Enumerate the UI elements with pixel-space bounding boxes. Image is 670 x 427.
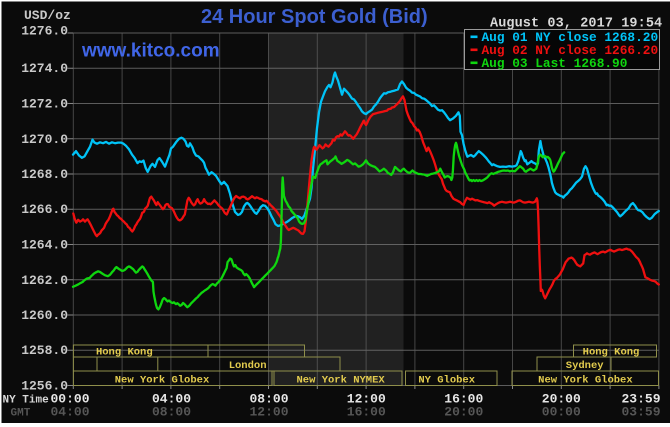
svg-text:www.kitco.com: www.kitco.com [81, 41, 220, 62]
svg-text:24 Hour Spot Gold (Bid): 24 Hour Spot Gold (Bid) [201, 6, 428, 28]
svg-text:1266.0: 1266.0 [21, 202, 68, 217]
svg-text:Aug 03 Last 1268.90: Aug 03 Last 1268.90 [482, 56, 628, 71]
svg-text:1272.0: 1272.0 [21, 97, 68, 112]
svg-text:23:59: 23:59 [621, 392, 660, 407]
svg-text:New York Globex: New York Globex [115, 374, 210, 386]
svg-text:03:59: 03:59 [621, 405, 660, 420]
svg-text:08:00: 08:00 [249, 392, 288, 407]
svg-text:1256.0: 1256.0 [21, 379, 68, 394]
svg-text:00:00: 00:00 [542, 405, 581, 420]
svg-text:Aug 02 NY close 1266.20: Aug 02 NY close 1266.20 [482, 43, 659, 58]
svg-text:1262.0: 1262.0 [21, 273, 68, 288]
svg-text:London: London [229, 360, 267, 372]
svg-text:1268.0: 1268.0 [21, 167, 68, 182]
svg-text:New York Globex: New York Globex [538, 374, 633, 386]
svg-text:20:00: 20:00 [444, 405, 483, 420]
svg-text:16:00: 16:00 [444, 392, 483, 407]
svg-text:Hong Kong: Hong Kong [96, 347, 153, 359]
svg-text:USD/oz: USD/oz [24, 8, 71, 23]
svg-text:1264.0: 1264.0 [21, 238, 68, 253]
svg-text:20:00: 20:00 [542, 392, 581, 407]
svg-text:New York NYMEX: New York NYMEX [296, 374, 385, 386]
svg-text:1260.0: 1260.0 [21, 308, 68, 323]
svg-text:NY Globex: NY Globex [418, 374, 475, 386]
svg-text:1276.0: 1276.0 [21, 24, 68, 39]
svg-text:04:00: 04:00 [50, 405, 89, 420]
svg-text:16:00: 16:00 [347, 405, 386, 420]
svg-text:August 03, 2017 19:54: August 03, 2017 19:54 [490, 17, 662, 32]
svg-text:Aug 01 NY close 1268.20: Aug 01 NY close 1268.20 [482, 30, 659, 45]
svg-text:Hong Kong: Hong Kong [583, 347, 640, 359]
svg-text:1270.0: 1270.0 [21, 132, 68, 147]
svg-text:1274.0: 1274.0 [21, 61, 68, 76]
svg-text:GMT: GMT [11, 408, 31, 420]
svg-text:12:00: 12:00 [347, 392, 386, 407]
svg-text:08:00: 08:00 [152, 405, 191, 420]
svg-text:Sydney: Sydney [566, 360, 605, 372]
svg-text:04:00: 04:00 [152, 392, 191, 407]
svg-text:1258.0: 1258.0 [21, 343, 68, 358]
svg-text:00:00: 00:00 [50, 392, 89, 407]
svg-text:NY Time: NY Time [3, 395, 50, 407]
svg-text:12:00: 12:00 [249, 405, 288, 420]
